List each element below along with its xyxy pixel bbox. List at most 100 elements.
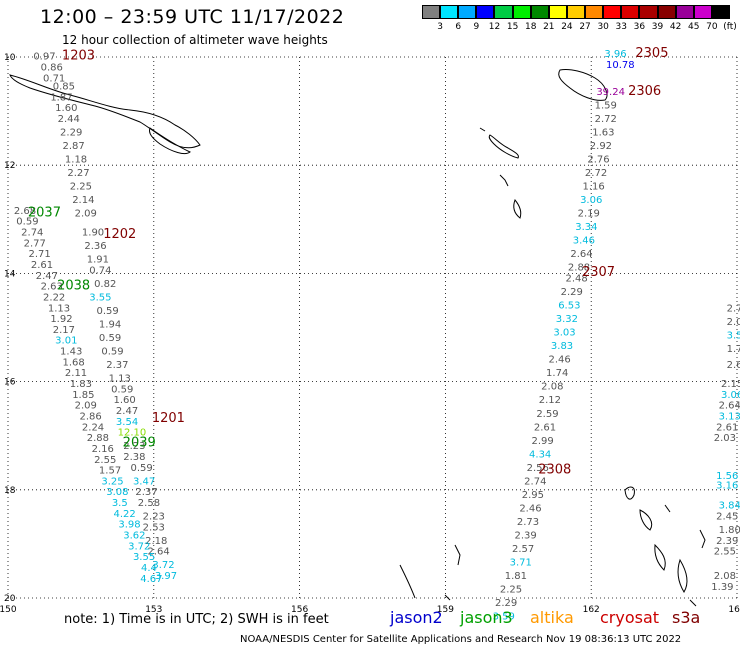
swh-value: 3.84 bbox=[719, 501, 740, 512]
swh-value: 2.71 bbox=[28, 249, 50, 260]
swh-value: 3.59 bbox=[493, 612, 515, 623]
swh-value: 2.64 bbox=[570, 249, 592, 260]
swh-value: 2.45 bbox=[716, 512, 738, 523]
credit-line: NOAA/NESDIS Center for Satellite Applica… bbox=[240, 634, 682, 645]
swh-value: 1.56 bbox=[716, 471, 738, 482]
swh-value: 2.18 bbox=[145, 536, 167, 547]
swh-value: 2.61 bbox=[534, 422, 556, 433]
swh-value: 3.03 bbox=[553, 328, 575, 339]
swh-value: 6.53 bbox=[558, 301, 580, 312]
swh-value: 2.09 bbox=[75, 209, 97, 220]
swh-value: 2.24 bbox=[82, 422, 104, 433]
swh-value: 2.74 bbox=[21, 228, 43, 239]
swh-value: 0.85 bbox=[53, 81, 75, 92]
swh-value: 2.08 bbox=[714, 571, 736, 582]
swh-value: 1.60 bbox=[114, 395, 136, 406]
swh-value: 1.90 bbox=[82, 228, 104, 239]
track-time-label: 2038 bbox=[57, 279, 90, 294]
swh-value: 3.13 bbox=[719, 411, 740, 422]
lon-tick-label: 156 bbox=[291, 605, 308, 615]
swh-value: 1.18 bbox=[65, 154, 87, 165]
colorbar: 3 6 9 12 15 18 21 24 27 30 33 36 39 42 45 70 (ft) bbox=[422, 5, 737, 35]
swh-value: 4.4 bbox=[141, 563, 157, 574]
swh-value: 1.87 bbox=[50, 92, 72, 103]
swh-value: 1.91 bbox=[87, 255, 109, 266]
swh-value: 3.34 bbox=[575, 222, 597, 233]
swh-value: 3.54 bbox=[116, 417, 138, 428]
satellite-cryosat: cryosat bbox=[600, 608, 660, 627]
lon-tick-label: 153 bbox=[145, 605, 162, 615]
swh-value: 2.58 bbox=[138, 498, 160, 509]
swh-value: 2.74 bbox=[524, 476, 546, 487]
swh-value: 2.73 bbox=[517, 517, 539, 528]
swh-value: 2.64 bbox=[148, 547, 170, 558]
swh-value: 0.59 bbox=[101, 347, 123, 358]
swh-value: 1.94 bbox=[99, 320, 121, 331]
swh-value: 2.63 bbox=[41, 282, 63, 293]
swh-value: 2.39 bbox=[514, 530, 536, 541]
colorbar-swatch bbox=[422, 5, 441, 19]
swh-value: 2.72 bbox=[595, 114, 617, 125]
colorbar-label: 30 bbox=[597, 22, 609, 32]
swh-value: 2.29 bbox=[495, 598, 517, 609]
colorbar-swatch bbox=[639, 5, 658, 19]
colorbar-swatch bbox=[693, 5, 712, 19]
swh-value: 3.83 bbox=[551, 341, 573, 352]
lat-tick-label: 16 bbox=[4, 378, 16, 388]
colorbar-label: 12 bbox=[488, 22, 501, 32]
swh-value: 1.85 bbox=[72, 390, 94, 401]
swh-value: 2.14 bbox=[72, 195, 94, 206]
swh-value: 3.71 bbox=[510, 558, 532, 569]
coastline bbox=[9, 69, 706, 607]
colorbar-unit: (ft) bbox=[723, 22, 737, 32]
swh-value: 0.71 bbox=[43, 73, 65, 84]
colorbar-swatch bbox=[476, 5, 495, 19]
swh-value: 2.17 bbox=[53, 325, 75, 336]
swh-value: 0.59 bbox=[16, 217, 38, 228]
swh-value: 3.62 bbox=[123, 530, 145, 541]
swh-value: 2.86 bbox=[79, 411, 101, 422]
colorbar-label: 6 bbox=[455, 22, 462, 32]
swh-value: 3.08 bbox=[106, 487, 128, 498]
colorbar-label: 15 bbox=[506, 22, 519, 32]
colorbar-label: 33 bbox=[615, 22, 627, 32]
swh-value: 2.46 bbox=[548, 355, 570, 366]
swh-value: 4.34 bbox=[529, 449, 551, 460]
swh-value: 0.86 bbox=[41, 63, 63, 74]
swh-value: 2.29 bbox=[60, 127, 82, 138]
swh-value: 2.09 bbox=[75, 401, 97, 412]
swh-value: 3.06 bbox=[580, 195, 602, 206]
swh-value: 1.68 bbox=[62, 357, 84, 368]
swh-value: 1.7 bbox=[727, 344, 740, 355]
lat-tick-label: 10 bbox=[4, 53, 16, 63]
colorbar-swatch bbox=[657, 5, 676, 19]
lon-tick-label: 159 bbox=[437, 605, 454, 615]
map-subtitle: 12 hour collection of altimeter wave hei… bbox=[62, 33, 328, 47]
swh-value: 2.37 bbox=[106, 360, 128, 371]
colorbar-swatch bbox=[711, 5, 730, 19]
colorbar-swatch bbox=[548, 5, 567, 19]
swh-value: 2.12 bbox=[539, 395, 561, 406]
swh-observations: 0.970.860.710.851.871.602.442.292.871.18… bbox=[14, 49, 740, 623]
swh-value: 3.5 bbox=[727, 330, 740, 341]
colorbar-swatch bbox=[585, 5, 604, 19]
swh-value: 2.64 bbox=[719, 401, 740, 412]
swh-value: 2.47 bbox=[36, 271, 58, 282]
colorbar-label: 42 bbox=[669, 22, 682, 32]
swh-value: 3.72 bbox=[128, 541, 150, 552]
swh-value: 2.16 bbox=[92, 444, 114, 455]
swh-value: 2.61 bbox=[31, 260, 53, 271]
swh-value: 3.32 bbox=[556, 314, 578, 325]
swh-value: 2.19 bbox=[578, 209, 600, 220]
swh-value: 1.13 bbox=[48, 303, 70, 314]
swh-value: 3.96 bbox=[604, 49, 626, 60]
track-time-label: 2306 bbox=[628, 84, 661, 99]
swh-value: 1.16 bbox=[582, 182, 604, 193]
swh-value: 3.72 bbox=[152, 560, 174, 571]
map-title: 12:00 – 23:59 UTC 11/17/2022 bbox=[40, 6, 345, 28]
track-time-label: 2307 bbox=[582, 265, 615, 280]
colorbar-label: 21 bbox=[543, 22, 555, 32]
swh-value: 3.55 bbox=[89, 292, 111, 303]
swh-value: 0.82 bbox=[94, 279, 116, 290]
